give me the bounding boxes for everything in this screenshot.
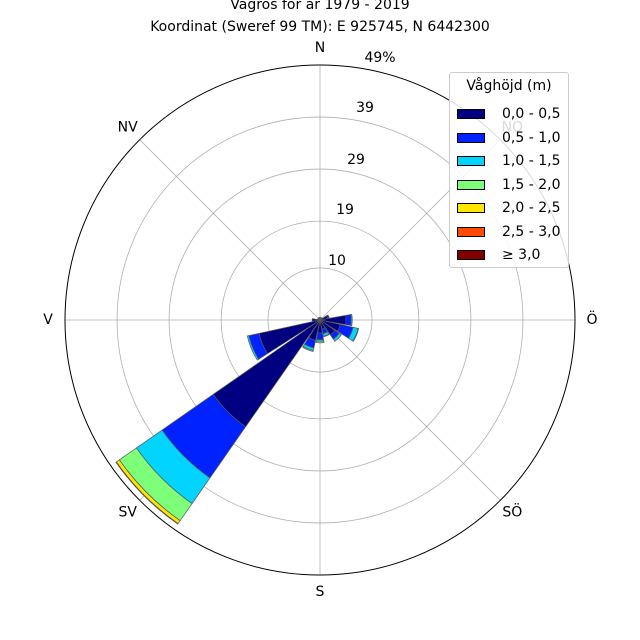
legend: Våghöjd (m) 0,0 - 0,5 0,5 - 1,0 1,0 - 1,5 1… [449,72,569,268]
legend-label-0: 0,0 - 0,5 [502,106,561,122]
wedge-9-3 [302,345,314,352]
legend-item-6: ≥ 3,0 [457,246,540,264]
legend-swatch-3 [457,179,485,190]
chart-title: Vågros för år 1979 - 2019 [230,0,410,13]
wedge-15-0 [318,317,321,321]
radial-tick-label-2: 29 [347,152,365,168]
legend-label-5: 2,5 - 3,0 [502,223,561,240]
radial-tick-label-1: 19 [336,202,354,218]
legend-swatch-4 [457,203,485,213]
direction-label-0: N [315,40,325,56]
direction-label-2: Ö [586,310,597,328]
legend-item-0: 0,0 - 0,5 [457,105,560,123]
legend-swatch-2 [457,156,485,166]
radial-tick-label-4: 49% [364,50,395,66]
wedge-6-2 [332,332,342,342]
grid-spoke-7 [139,139,321,321]
legend-swatch-6 [457,250,485,260]
grid-spoke-3 [319,319,501,501]
legend-label-4: 2,0 - 2,5 [502,200,561,216]
radial-tick-label-3: 39 [356,100,374,116]
direction-label-5: SV [118,504,137,520]
direction-label-7: NV [118,120,138,136]
wedge-8-1 [316,332,324,341]
outer-frame [64,64,576,576]
rose-bars [115,313,360,525]
wedge-8-3 [315,340,325,344]
wedge-11-2 [246,335,260,361]
wedge-4-2 [350,313,353,327]
legend-title: Våghöjd (m) [466,78,552,94]
radial-tick-label-0: 10 [328,253,346,269]
wedge-4-1 [345,314,352,326]
direction-label-4: S [316,584,325,600]
legend-label-6: ≥ 3,0 [502,247,541,263]
legend-item-2: 1,0 - 1,5 [457,152,560,170]
legend-item-5: 2,5 - 3,0 [457,223,560,241]
legend-label-2: 1,0 - 1,5 [502,153,561,169]
wedge-10-5 [115,461,179,525]
legend-swatch-0 [457,109,485,119]
legend-label-3: 1,5 - 2,0 [502,176,561,193]
legend-item-4: 2,0 - 2,5 [457,199,560,217]
legend-item-1: 0,5 - 1,0 [457,129,560,147]
direction-label-3: SÖ [502,502,522,520]
legend-item-3: 1,5 - 2,0 [457,176,560,194]
wedge-7-3 [323,333,330,338]
direction-label-6: V [43,312,53,328]
legend-label-1: 0,5 - 1,0 [502,129,561,146]
legend-swatch-1 [457,132,485,143]
chart-subtitle: Koordinat (Sweref 99 TM): E 925745, N 64… [150,19,490,35]
legend-swatch-5 [457,226,485,237]
wedge-5-3 [352,327,360,342]
